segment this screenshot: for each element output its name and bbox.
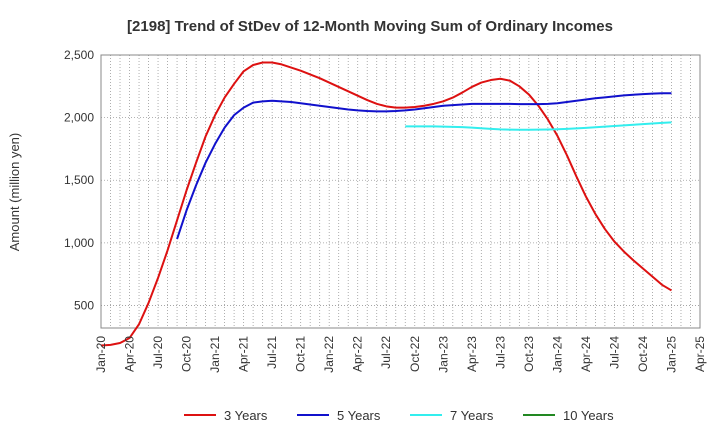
legend-label: 5 Years [337, 408, 381, 423]
y-axis-label: Amount (million yen) [7, 133, 22, 252]
series-line-7-years [405, 121, 672, 131]
x-tick-label: Jul-21 [265, 336, 279, 369]
x-tick-label: Apr-23 [465, 336, 479, 372]
x-tick-label: Oct-24 [636, 336, 650, 372]
x-tick-label: Apr-20 [123, 336, 137, 372]
x-tick-label: Apr-24 [579, 336, 593, 372]
x-tick-label: Jan-23 [436, 336, 450, 373]
x-tick-label: Apr-22 [351, 336, 365, 372]
legend-label: 3 Years [224, 408, 268, 423]
x-tick-label: Jan-22 [322, 336, 336, 373]
x-tick-label: Jan-20 [94, 336, 108, 373]
y-tick-label: 1,000 [64, 236, 94, 250]
legend-label: 10 Years [563, 408, 614, 423]
y-tick-label: 2,000 [64, 111, 94, 125]
x-tick-label: Jan-21 [208, 336, 222, 373]
x-tick-label: Oct-22 [408, 336, 422, 372]
plot-area [100, 54, 701, 329]
legend-label: 7 Years [450, 408, 494, 423]
x-tick-label: Jan-24 [550, 336, 564, 373]
x-tick-label: Oct-21 [294, 336, 308, 372]
x-tick-label: Jul-24 [607, 336, 621, 369]
y-tick-label: 500 [74, 298, 94, 312]
legend: 3 Years 5 Years 7 Years 10 Years [184, 408, 614, 423]
x-tick-label: Jul-22 [379, 336, 393, 369]
y-tick-label: 1,500 [64, 173, 94, 187]
series-lines [100, 61, 672, 347]
x-tick-label: Oct-20 [180, 336, 194, 372]
y-axis-ticks: 500 1,000 1,500 2,000 2,500 [64, 48, 94, 312]
x-tick-label: Jul-20 [151, 336, 165, 369]
x-axis-ticks: Jan-20 Apr-20 Jul-20 Oct-20 Jan-21 Apr-21 Jul-… [94, 336, 707, 373]
x-tick-label: Jul-23 [493, 336, 507, 369]
series-line-3-years [100, 61, 672, 347]
x-tick-label: Apr-25 [693, 336, 707, 372]
x-tick-label: Apr-21 [237, 336, 251, 372]
y-tick-label: 2,500 [64, 48, 94, 62]
grid-lines [101, 54, 700, 328]
series-line-5-years [176, 92, 672, 240]
chart-title: [2198] Trend of StDev of 12-Month Moving… [127, 18, 613, 35]
x-tick-label: Oct-23 [522, 336, 536, 372]
x-tick-label: Jan-25 [664, 336, 678, 373]
